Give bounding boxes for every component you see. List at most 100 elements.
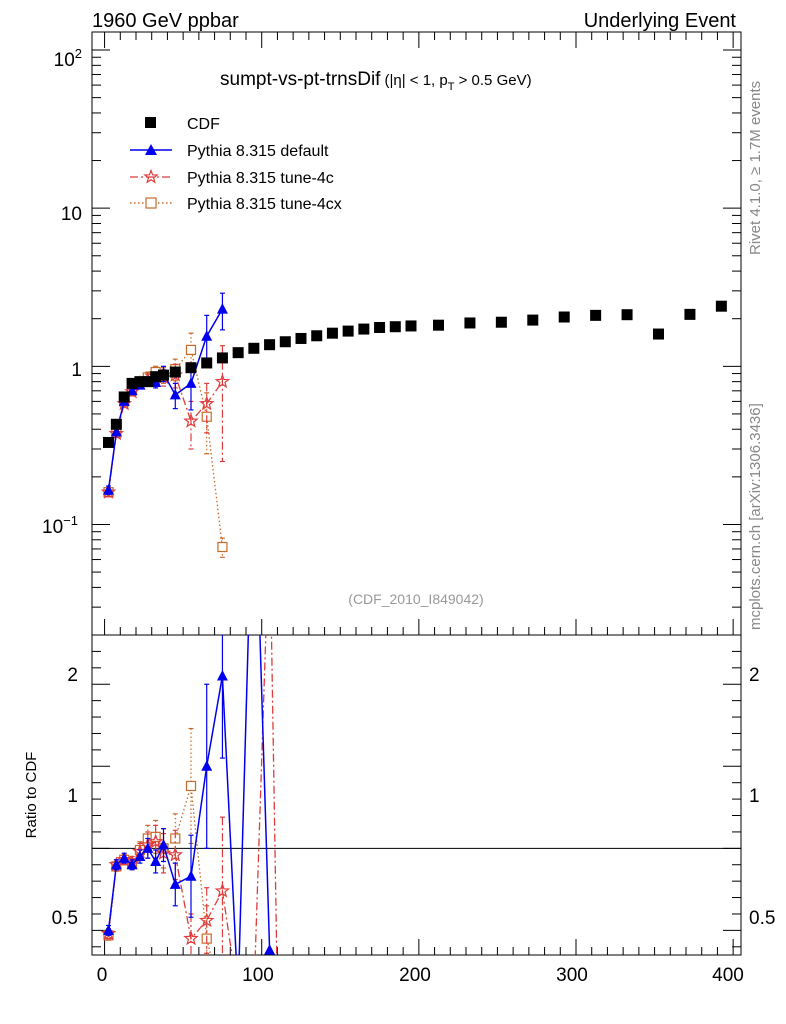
- ytick-exp-minus1: −1: [63, 513, 78, 528]
- tune4c-ratio-point: [167, 846, 184, 862]
- legend-4c-marker: [143, 168, 159, 184]
- cdf-point: [248, 342, 260, 354]
- cdf-point: [201, 357, 213, 369]
- cdf-point: [311, 330, 323, 342]
- cdf-point: [405, 320, 417, 332]
- tune4c-point: [183, 412, 199, 428]
- cdf-point: [326, 327, 338, 339]
- default-point: [169, 388, 181, 400]
- cdf-point: [433, 319, 444, 331]
- cdf-point: [279, 336, 291, 348]
- cdf-point: [389, 321, 401, 333]
- legend-default-marker: [145, 144, 157, 155]
- cdf-point: [715, 300, 727, 312]
- analysis-id: (CDF_2010_I849042): [348, 591, 483, 607]
- tune4c-point: [198, 395, 215, 411]
- legend-cdf-marker: [145, 117, 156, 128]
- site-label: mcplots.cern.ch [arXiv:1306.3436]: [747, 403, 764, 630]
- cdf-point: [464, 317, 476, 329]
- ytick-label-10: 10: [61, 204, 82, 225]
- cdf-point: [142, 376, 154, 388]
- ratio-ytick-label-2-left: 2: [67, 665, 78, 686]
- default-ratio-point: [158, 839, 169, 850]
- default-point: [216, 303, 228, 314]
- tune4c-ratio-point: [100, 925, 117, 941]
- legend-default-label: Pythia 8.315 default: [187, 143, 329, 160]
- default-ratio-point: [118, 852, 130, 863]
- default-ratio-point: [134, 850, 146, 862]
- plot-title: sumpt-vs-pt-trnsDif (|η| < 1, pT > 0.5 Ge…: [220, 69, 532, 93]
- tune4c-ratio-point: [198, 912, 215, 928]
- ratio-ylabel: Ratio to CDF: [23, 752, 40, 839]
- cdf-point: [216, 352, 228, 364]
- default-ratio-point: [216, 670, 228, 681]
- default-ratio-point: [185, 870, 197, 881]
- default-ratio-point: [169, 878, 181, 889]
- default-ratio-point: [126, 858, 138, 870]
- plot-title-cond-a: (|η| < 1, p: [384, 72, 447, 89]
- xtick-label-300: 300: [556, 965, 588, 986]
- cdf-point: [169, 366, 181, 378]
- default-ratio-line: [107, 635, 271, 955]
- tune4cx-ratio-line: [107, 785, 212, 955]
- tune4c-ratio-line: [107, 635, 278, 955]
- plot-title-cond-b: > 0.5 GeV): [454, 72, 531, 89]
- xtick-label-400: 400: [712, 965, 744, 986]
- ytick-exp-2: 2: [75, 46, 82, 61]
- xtick-label-200: 200: [399, 965, 431, 986]
- tune4c-ratio-point: [183, 930, 199, 946]
- tune4c-point: [214, 373, 231, 389]
- cdf-point: [150, 371, 162, 383]
- header-left: 1960 GeV ppbar: [92, 10, 239, 32]
- ratio-ytick-label-0.5-left: 0.5: [52, 908, 78, 929]
- cdf-point: [232, 347, 244, 359]
- default-point: [103, 484, 114, 495]
- cdf-point: [126, 377, 138, 389]
- tune4c-ratio-point: [248, 990, 260, 1002]
- xtick-label-100: 100: [242, 965, 274, 986]
- cdf-point: [558, 311, 570, 323]
- legend-4cx-label: Pythia 8.315 tune-4cx: [187, 196, 342, 213]
- default-ratio-point: [150, 855, 162, 866]
- tune4cx-point: [217, 541, 228, 553]
- default-ratio-point: [233, 990, 244, 1001]
- ytick-label-1: 1: [71, 360, 82, 381]
- cdf-point: [185, 362, 197, 374]
- rivet-label: Rivet 4.1.0, ≥ 1.7M events: [747, 81, 764, 255]
- ratio-ytick-label-1-left: 1: [67, 786, 78, 807]
- default-point: [201, 330, 213, 341]
- ratio-panel-frame: [91, 634, 742, 956]
- default-point: [110, 425, 122, 437]
- cdf-point: [358, 323, 370, 335]
- main-axis-ticks: [92, 49, 741, 636]
- plot-title-cond-sub: T: [448, 81, 455, 93]
- tune4c-ratio-point: [147, 833, 164, 849]
- legend: CDF Pythia 8.315 default Pythia 8.315 tu…: [130, 116, 342, 213]
- main-plot-area: [100, 292, 727, 558]
- default-ratio-point: [201, 760, 213, 771]
- tune4c-ratio-point: [263, 514, 275, 526]
- x-axis-ticks: [104, 32, 734, 955]
- default-point: [185, 377, 197, 388]
- default-ratio-point: [264, 944, 276, 955]
- tune4c-ratio-point: [232, 990, 244, 1002]
- xtick-label-0: 0: [97, 965, 108, 986]
- tune4cx-ratio-point: [185, 780, 197, 792]
- cdf-point: [495, 316, 507, 328]
- cdf-point: [264, 339, 276, 351]
- header-right: Underlying Event: [584, 10, 737, 32]
- cdf-point: [342, 325, 354, 337]
- default-ratio-point: [103, 924, 114, 935]
- plot-title-main: sumpt-vs-pt-trnsDif: [220, 69, 381, 90]
- legend-cdf-label: CDF: [187, 116, 220, 133]
- cdf-point: [118, 391, 130, 403]
- default-ratio-point: [110, 858, 122, 870]
- ratio-ytick-label-0.5-right: 0.5: [749, 908, 775, 929]
- cdf-point: [374, 321, 386, 333]
- ratio-ytick-label-2-right: 2: [749, 665, 760, 686]
- ratio-plot-area: [100, 514, 278, 1002]
- cdf-point: [110, 418, 122, 430]
- legend-4cx-marker: [145, 197, 157, 209]
- cdf-point: [684, 308, 696, 320]
